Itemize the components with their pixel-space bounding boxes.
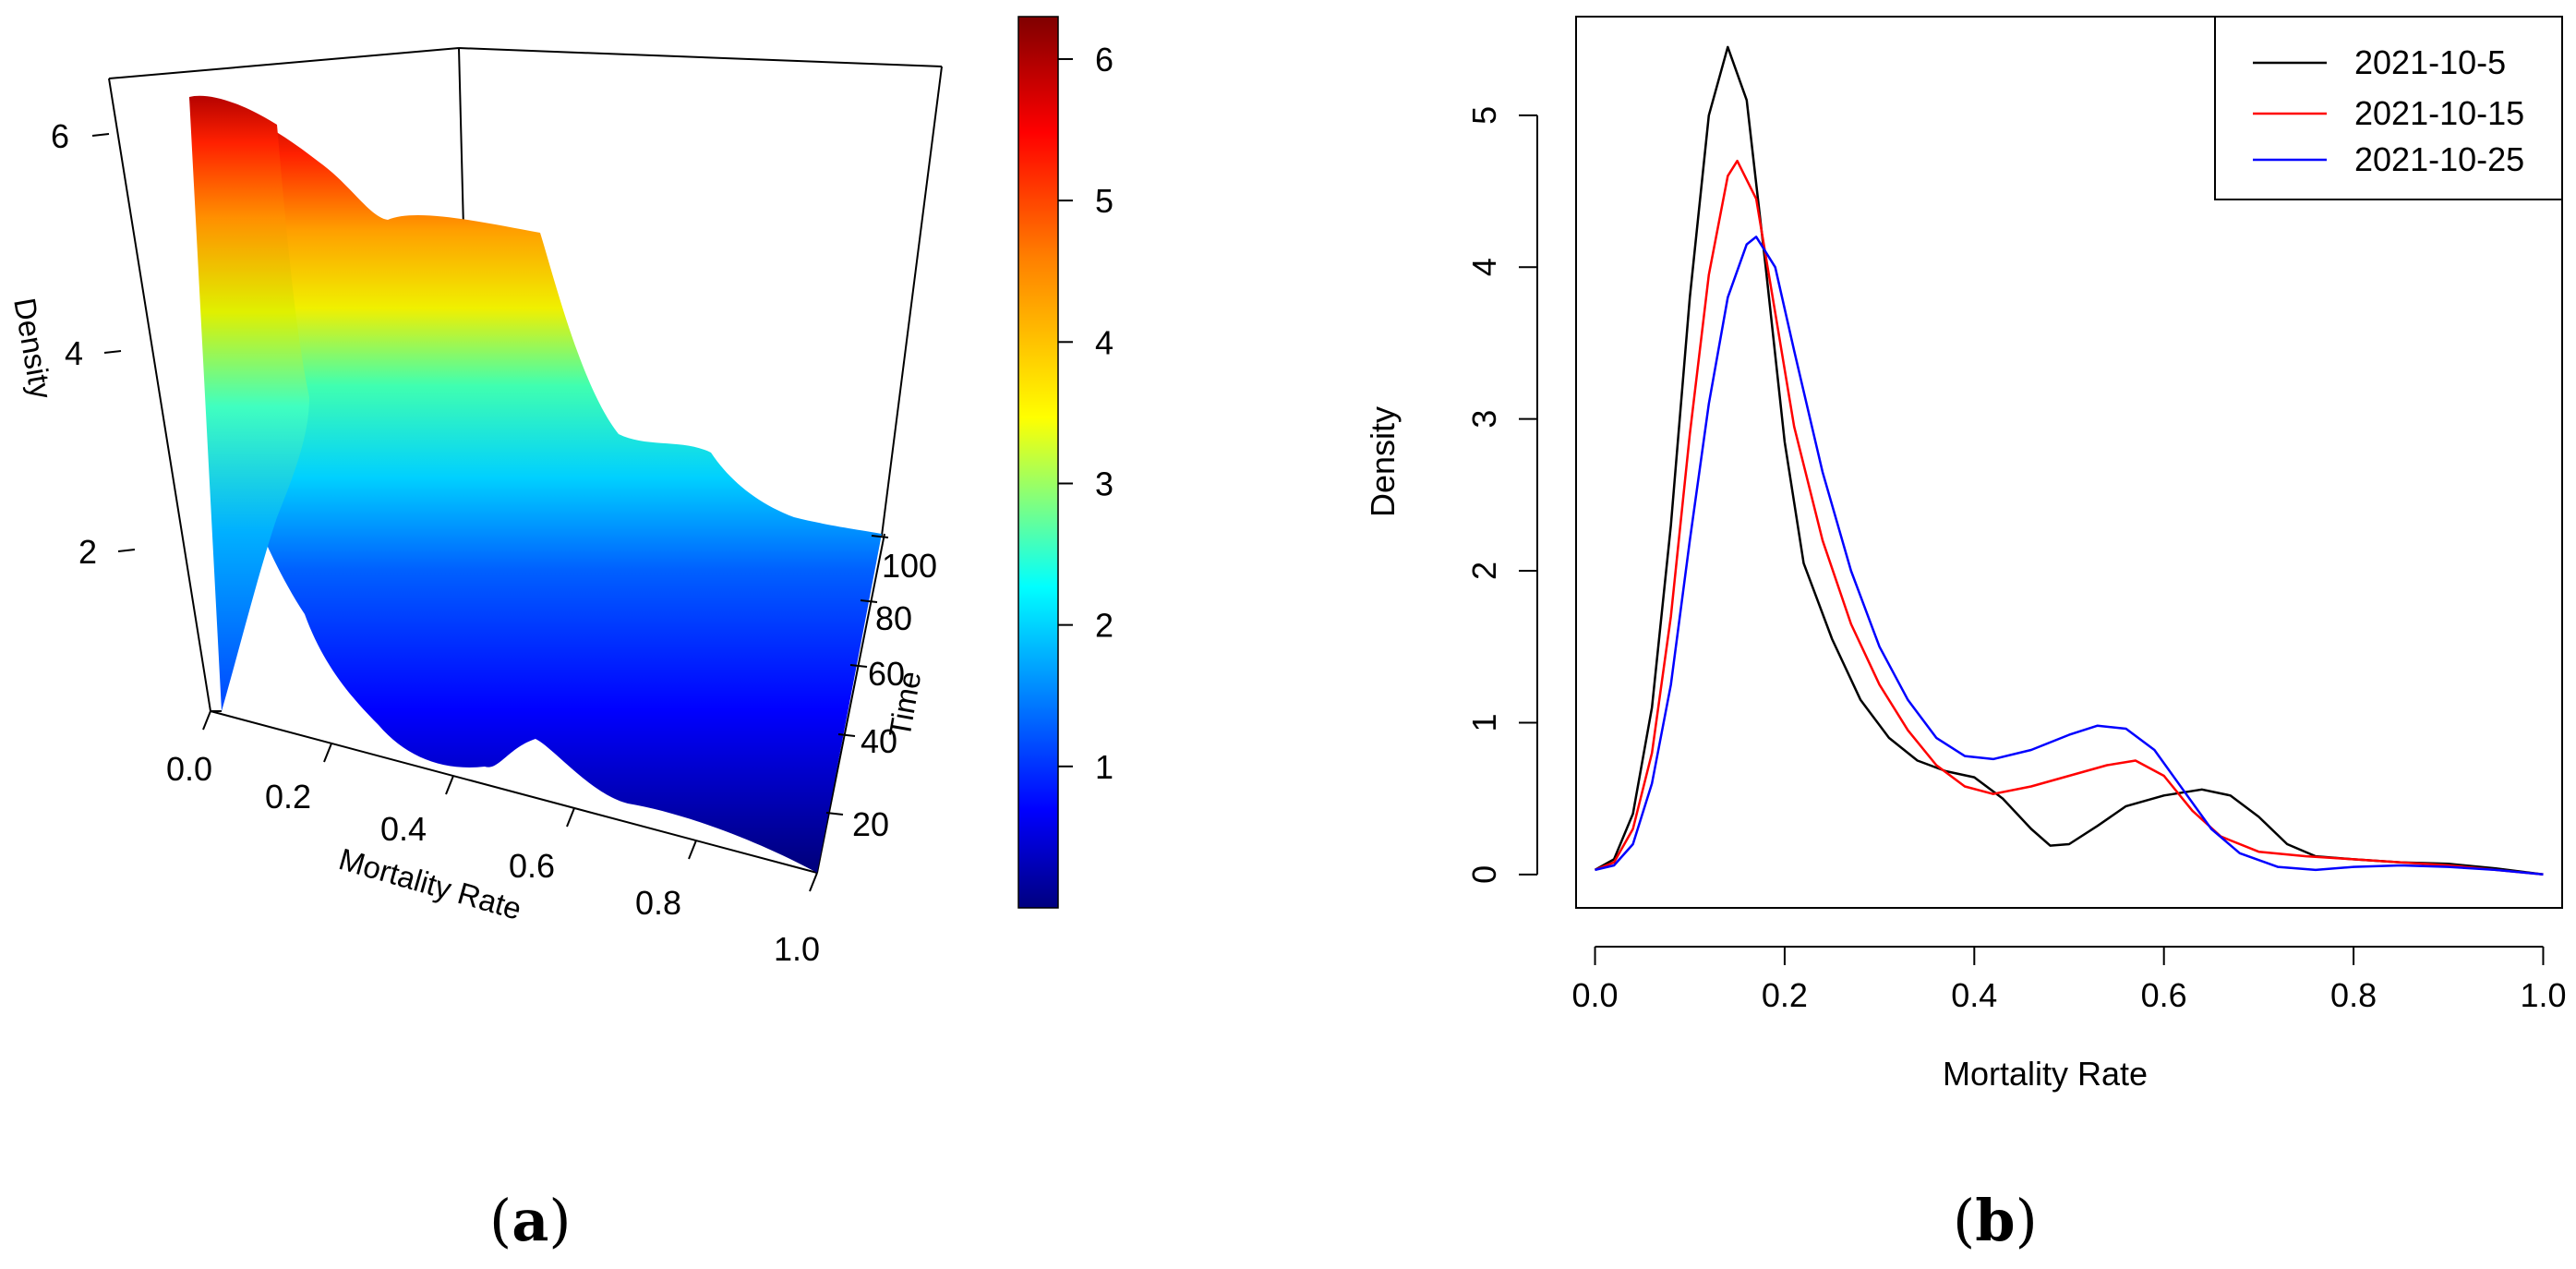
density-surface (189, 97, 882, 873)
colorbar-tick-label: 4 (1095, 323, 1113, 361)
x-tick-label: 0.8 (635, 884, 681, 922)
colorbar: 1 2 3 4 5 6 (1017, 16, 1113, 909)
y-tick-label: 60 (868, 655, 905, 693)
x-tick-label: 0.8 (2330, 976, 2377, 1014)
legend-label: 2021-10-25 (2354, 140, 2524, 178)
colorbar-tick-label: 1 (1095, 748, 1113, 786)
legend-label: 2021-10-5 (2354, 43, 2506, 81)
panel-label-a: (a) (489, 1187, 572, 1254)
colorbar-tick-label: 3 (1095, 465, 1113, 502)
x-axis: 0.0 0.2 0.4 0.6 0.8 1.0 (1572, 946, 2566, 1014)
colorbar-gradient (1017, 16, 1059, 909)
z-axis-label: Density (7, 296, 59, 402)
box-edge (881, 66, 943, 537)
legend: 2021-10-5 2021-10-15 2021-10-25 (2214, 16, 2563, 200)
y-axis-label: Density (1364, 406, 1402, 517)
y-axis: 0 1 2 3 4 5 (1465, 106, 1538, 884)
x-tick-label: 0.6 (509, 847, 555, 885)
y-tick-label: 100 (882, 547, 937, 585)
plot-frame (1575, 16, 2563, 909)
y-tick-label: 2 (1465, 562, 1503, 580)
z-axis: 6 4 2 Density (7, 117, 136, 571)
panel-a-surface-plot: 6 4 2 Density 0.0 0.2 0.4 0.6 0.8 1.0 Mo… (7, 16, 1113, 968)
box-edge (108, 78, 211, 712)
y-tick-label: 20 (852, 805, 889, 843)
y-tick-label: 80 (875, 599, 912, 637)
x-tick-label: 0.4 (1951, 976, 1997, 1014)
y-tick-label: 5 (1465, 106, 1503, 125)
box-edge (210, 710, 818, 874)
series-line-3 (1595, 236, 2544, 876)
legend-label: 2021-10-15 (2354, 94, 2524, 132)
y-tick-label: 3 (1465, 410, 1503, 429)
box-edge (458, 47, 943, 67)
series-line-1 (1594, 45, 2544, 876)
series-line-2 (1595, 159, 2544, 876)
x-tick-label: 0.4 (380, 810, 427, 848)
legend-box (2214, 16, 2563, 200)
y-tick-label: 4 (1465, 258, 1503, 276)
x-tick-label: 0.0 (1572, 976, 1619, 1014)
series-lines (1594, 45, 2544, 876)
x-tick-label: 0.2 (1762, 976, 1808, 1014)
z-tick-label: 6 (51, 117, 69, 155)
colorbar-tick-label: 2 (1095, 607, 1113, 645)
y-tick-label: 0 (1465, 865, 1503, 884)
x-tick-label: 0.6 (2141, 976, 2187, 1014)
x-tick-label: 1.0 (774, 930, 820, 968)
panel-b-line-plot: 0.0 0.2 0.4 0.6 0.8 1.0 0 1 2 3 4 5 Mortality Rate… (1364, 16, 2566, 1093)
density-surface-front (189, 95, 309, 711)
box-edge (108, 47, 460, 79)
x-axis-label: Mortality Rate (335, 841, 525, 926)
y-tick-label: 1 (1465, 713, 1503, 731)
x-axis-label: Mortality Rate (1943, 1055, 2148, 1093)
x-tick-label: 0.0 (166, 750, 212, 788)
z-tick-label: 4 (65, 334, 83, 372)
z-tick-label: 2 (78, 533, 97, 571)
y-tick-label: 40 (861, 722, 897, 760)
x-tick-label: 0.2 (265, 778, 311, 816)
x-tick-label: 1.0 (2520, 976, 2566, 1014)
panel-label-b: (b) (1953, 1187, 2038, 1254)
box-edge (816, 533, 885, 874)
colorbar-tick-label: 5 (1095, 182, 1113, 220)
colorbar-tick-label: 6 (1095, 41, 1113, 79)
